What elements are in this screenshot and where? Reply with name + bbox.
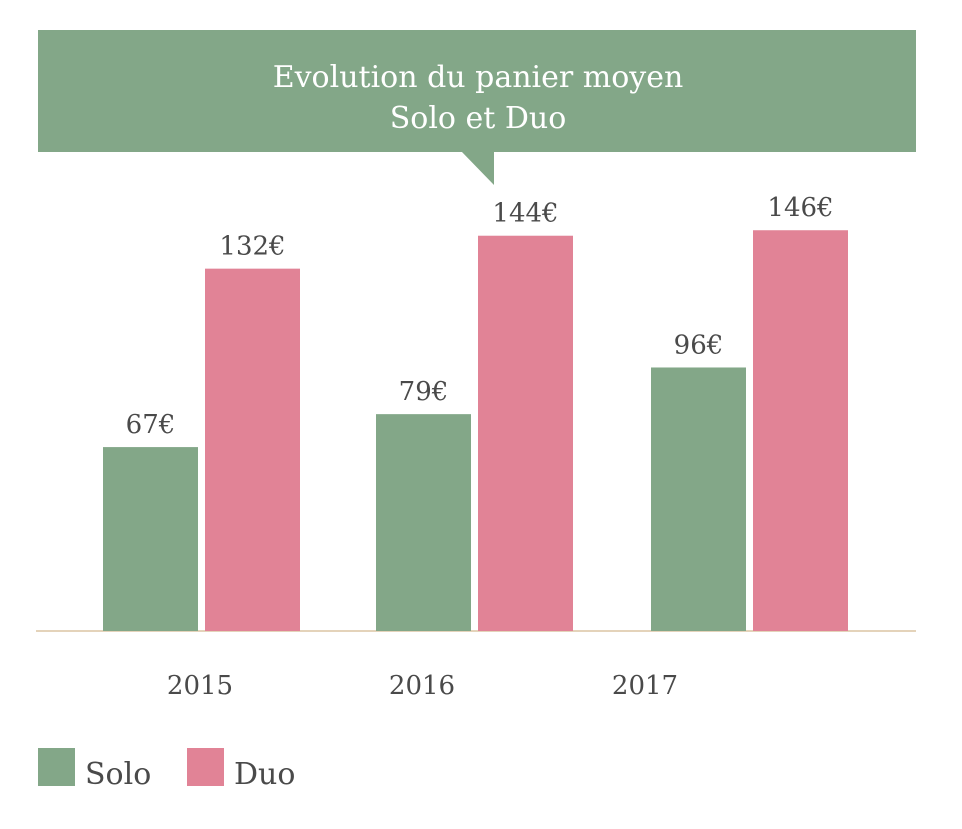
legend-label-duo: Duo [234, 757, 295, 792]
bar-duo-2015 [205, 268, 300, 631]
data-label-solo-2016: 79€ [399, 377, 449, 407]
chart-title-line-2: Solo et Duo [390, 101, 567, 136]
x-tick-2016: 2016 [389, 671, 455, 701]
bars: 67€ 132€ 79€ 144€ 96€ 146€ [103, 193, 848, 632]
legend-swatch-duo [187, 748, 224, 786]
bar-duo-2017 [753, 230, 848, 632]
bar-duo-2016 [478, 235, 573, 631]
bar-solo-2015 [103, 447, 198, 631]
title-box [38, 30, 916, 152]
data-label-solo-2017: 96€ [674, 330, 724, 360]
title-banner: Evolution du panier moyen Solo et Duo [38, 30, 916, 185]
x-tick-labels: 2015 2016 2017 [167, 671, 678, 701]
legend-swatch-solo [38, 748, 75, 786]
data-label-solo-2015: 67€ [126, 410, 176, 440]
bar-solo-2016 [376, 414, 471, 631]
legend-label-solo: Solo [85, 757, 151, 792]
data-label-duo-2016: 144€ [492, 199, 558, 229]
legend: Solo Duo [38, 748, 295, 792]
data-label-duo-2015: 132€ [219, 232, 285, 262]
x-tick-2015: 2015 [167, 671, 233, 701]
chart-title-line-1: Evolution du panier moyen [273, 60, 684, 95]
title-pointer [461, 151, 494, 185]
data-label-duo-2017: 146€ [767, 193, 833, 223]
x-tick-2017: 2017 [612, 671, 678, 701]
bar-solo-2017 [651, 367, 746, 631]
